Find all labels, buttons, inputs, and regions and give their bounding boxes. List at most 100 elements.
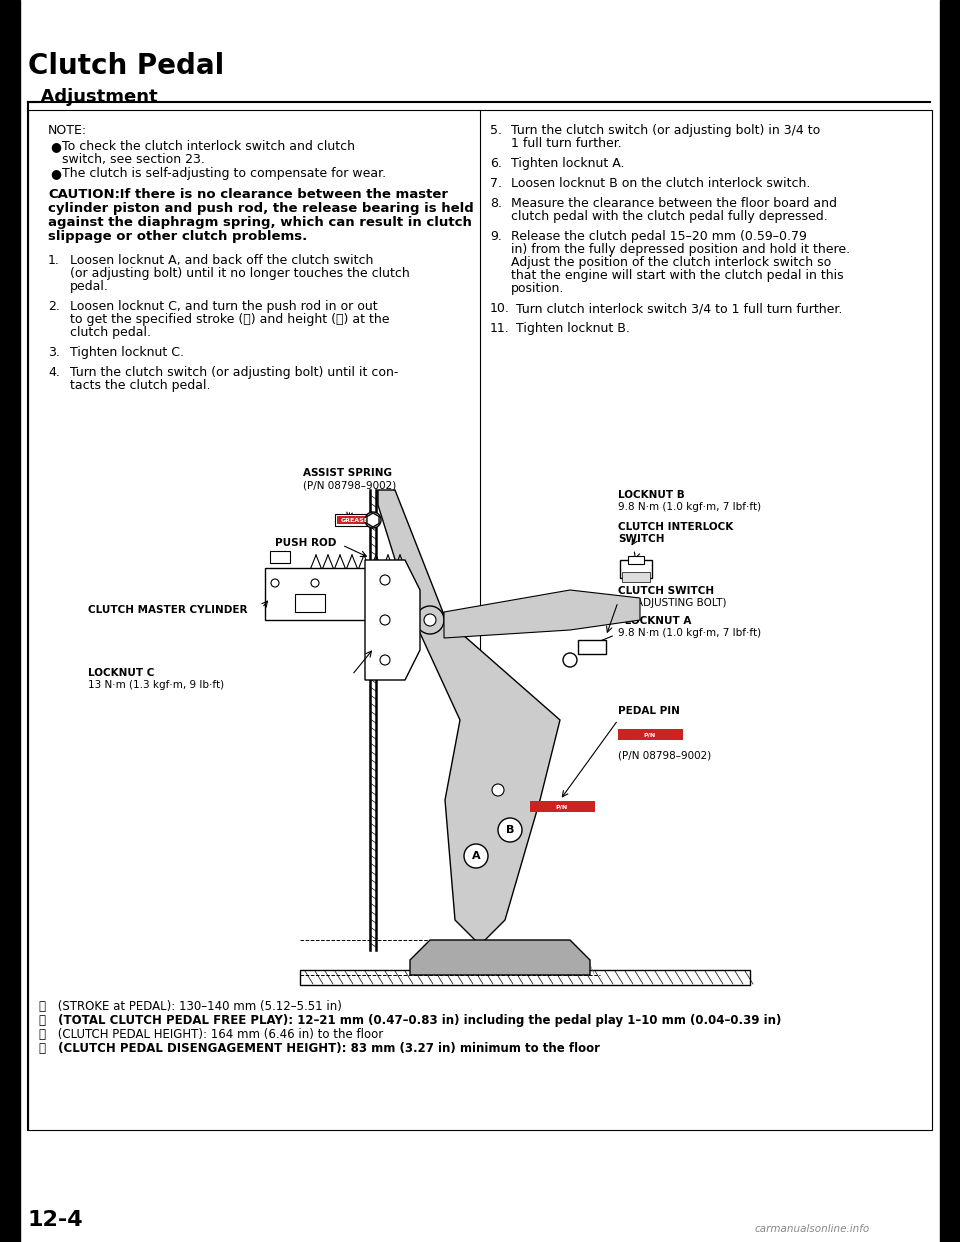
Text: Tighten locknut A.: Tighten locknut A. bbox=[511, 156, 625, 170]
Circle shape bbox=[492, 784, 504, 796]
Text: CLUTCH MASTER CYLINDER: CLUTCH MASTER CYLINDER bbox=[88, 605, 248, 615]
Text: 5.: 5. bbox=[490, 124, 502, 137]
Text: (STROKE at PEDAL): 130–140 mm (5.12–5.51 in): (STROKE at PEDAL): 130–140 mm (5.12–5.51… bbox=[54, 1000, 342, 1013]
Text: GREASE: GREASE bbox=[341, 518, 369, 523]
Bar bbox=[622, 573, 650, 582]
Text: Loosen locknut C, and turn the push rod in or out: Loosen locknut C, and turn the push rod … bbox=[70, 301, 377, 313]
Text: 11.: 11. bbox=[490, 322, 510, 335]
Text: (or adjusting bolt) until it no longer touches the clutch: (or adjusting bolt) until it no longer t… bbox=[70, 267, 410, 279]
Text: LOCKNUT C: LOCKNUT C bbox=[88, 668, 155, 678]
Text: SWITCH: SWITCH bbox=[618, 534, 664, 544]
Circle shape bbox=[365, 512, 381, 528]
Bar bbox=[618, 729, 683, 740]
Circle shape bbox=[498, 818, 522, 842]
Text: Loosen locknut B on the clutch interlock switch.: Loosen locknut B on the clutch interlock… bbox=[511, 178, 810, 190]
Text: Ⓐ: Ⓐ bbox=[38, 1000, 45, 1013]
Text: 1.: 1. bbox=[48, 255, 60, 267]
Text: 1 full turn further.: 1 full turn further. bbox=[511, 137, 622, 150]
Text: Ⓒ: Ⓒ bbox=[38, 1028, 45, 1041]
Text: pedal.: pedal. bbox=[70, 279, 108, 293]
Bar bbox=[337, 515, 373, 524]
Text: switch, see section 23.: switch, see section 23. bbox=[62, 153, 204, 166]
Text: Turn the clutch switch (or adjusting bolt) in 3/4 to: Turn the clutch switch (or adjusting bol… bbox=[511, 124, 820, 137]
Text: clutch pedal.: clutch pedal. bbox=[70, 325, 151, 339]
Text: NOTE:: NOTE: bbox=[48, 124, 87, 137]
Bar bbox=[270, 551, 290, 563]
Text: PEDAL PIN: PEDAL PIN bbox=[618, 705, 680, 715]
Text: 6.: 6. bbox=[490, 156, 502, 170]
Text: ASSIST SPRING: ASSIST SPRING bbox=[303, 468, 392, 478]
Circle shape bbox=[311, 579, 319, 587]
Text: that the engine will start with the clutch pedal in this: that the engine will start with the clut… bbox=[511, 270, 844, 282]
Text: 3.: 3. bbox=[48, 347, 60, 359]
Circle shape bbox=[271, 579, 279, 587]
Text: Turn clutch interlock switch 3/4 to 1 full turn further.: Turn clutch interlock switch 3/4 to 1 fu… bbox=[516, 302, 842, 315]
Text: Release the clutch pedal 15–20 mm (0.59–0.79: Release the clutch pedal 15–20 mm (0.59–… bbox=[511, 230, 806, 243]
Polygon shape bbox=[410, 940, 590, 975]
Bar bbox=[300, 970, 750, 985]
Text: 2.: 2. bbox=[48, 301, 60, 313]
Text: against the diaphragm spring, which can result in clutch: against the diaphragm spring, which can … bbox=[48, 216, 472, 229]
Circle shape bbox=[563, 653, 577, 667]
Text: •LOCKNUT A: •LOCKNUT A bbox=[618, 616, 691, 626]
Text: ●: ● bbox=[50, 140, 60, 153]
Text: The clutch is self-adjusting to compensate for wear.: The clutch is self-adjusting to compensa… bbox=[62, 166, 386, 180]
Text: (or ADJUSTING BOLT): (or ADJUSTING BOLT) bbox=[618, 597, 727, 609]
Bar bbox=[578, 640, 606, 655]
Text: CLUTCH INTERLOCK: CLUTCH INTERLOCK bbox=[618, 522, 733, 532]
Text: P/N: P/N bbox=[556, 805, 568, 810]
Text: P/N: P/N bbox=[644, 733, 656, 738]
Text: Ⓑ: Ⓑ bbox=[38, 1013, 45, 1027]
Bar bbox=[620, 560, 652, 578]
Text: position.: position. bbox=[511, 282, 564, 296]
Text: Tighten locknut C.: Tighten locknut C. bbox=[70, 347, 184, 359]
Text: 4.: 4. bbox=[48, 366, 60, 379]
Text: LOCKNUT B: LOCKNUT B bbox=[618, 491, 684, 501]
Text: Measure the clearance between the floor board and: Measure the clearance between the floor … bbox=[511, 197, 837, 210]
Text: in) from the fully depressed position and hold it there.: in) from the fully depressed position an… bbox=[511, 243, 851, 256]
Text: 12-4: 12-4 bbox=[28, 1210, 84, 1230]
Text: Loosen locknut A, and back off the clutch switch: Loosen locknut A, and back off the clutc… bbox=[70, 255, 373, 267]
Text: (CLUTCH PEDAL HEIGHT): 164 mm (6.46 in) to the floor: (CLUTCH PEDAL HEIGHT): 164 mm (6.46 in) … bbox=[54, 1028, 383, 1041]
Text: 9.8 N·m (1.0 kgf·m, 7 lbf·ft): 9.8 N·m (1.0 kgf·m, 7 lbf·ft) bbox=[618, 502, 761, 512]
Text: A: A bbox=[471, 851, 480, 861]
Bar bbox=[530, 801, 595, 812]
Text: ●: ● bbox=[50, 166, 60, 180]
Polygon shape bbox=[365, 560, 420, 681]
Text: CLUTCH SWITCH: CLUTCH SWITCH bbox=[618, 586, 714, 596]
Text: to get the specified stroke (Ⓐ) and height (Ⓒ) at the: to get the specified stroke (Ⓐ) and heig… bbox=[70, 313, 390, 325]
Bar bbox=[28, 111, 932, 1130]
Bar bbox=[628, 556, 644, 564]
Text: If there is no clearance between the master: If there is no clearance between the mas… bbox=[115, 188, 448, 201]
Polygon shape bbox=[378, 491, 560, 945]
Text: Adjustment: Adjustment bbox=[28, 88, 157, 106]
Text: cylinder piston and push rod, the release bearing is held: cylinder piston and push rod, the releas… bbox=[48, 202, 473, 215]
Circle shape bbox=[380, 575, 390, 585]
Text: Adjust the position of the clutch interlock switch so: Adjust the position of the clutch interl… bbox=[511, 256, 831, 270]
Text: PUSH ROD: PUSH ROD bbox=[275, 538, 336, 548]
Text: (CLUTCH PEDAL DISENGAGEMENT HEIGHT): 83 mm (3.27 in) minimum to the floor: (CLUTCH PEDAL DISENGAGEMENT HEIGHT): 83 … bbox=[54, 1042, 600, 1054]
Text: 10.: 10. bbox=[490, 302, 510, 315]
Text: To check the clutch interlock switch and clutch: To check the clutch interlock switch and… bbox=[62, 140, 355, 153]
Bar bbox=[335, 514, 375, 527]
Text: 8.: 8. bbox=[490, 197, 502, 210]
Text: Turn the clutch switch (or adjusting bolt) until it con-: Turn the clutch switch (or adjusting bol… bbox=[70, 366, 398, 379]
Text: 13 N·m (1.3 kgf·m, 9 lb·ft): 13 N·m (1.3 kgf·m, 9 lb·ft) bbox=[88, 681, 224, 691]
Bar bbox=[295, 594, 325, 612]
Polygon shape bbox=[367, 513, 379, 527]
Text: Clutch Pedal: Clutch Pedal bbox=[28, 52, 225, 79]
Text: 7.: 7. bbox=[490, 178, 502, 190]
Text: Tighten locknut B.: Tighten locknut B. bbox=[516, 322, 630, 335]
Bar bbox=[940, 0, 960, 1242]
Text: B: B bbox=[506, 825, 515, 835]
Text: CAUTION:: CAUTION: bbox=[48, 188, 120, 201]
Text: tacts the clutch pedal.: tacts the clutch pedal. bbox=[70, 379, 210, 392]
Bar bbox=[0, 0, 20, 1242]
Text: (P/N 08798–9002): (P/N 08798–9002) bbox=[303, 479, 396, 491]
Text: slippage or other clutch problems.: slippage or other clutch problems. bbox=[48, 230, 307, 243]
Text: 9.8 N·m (1.0 kgf·m, 7 lbf·ft): 9.8 N·m (1.0 kgf·m, 7 lbf·ft) bbox=[618, 628, 761, 638]
Text: (TOTAL CLUTCH PEDAL FREE PLAY): 12–21 mm (0.47–0.83 in) including the pedal play: (TOTAL CLUTCH PEDAL FREE PLAY): 12–21 mm… bbox=[54, 1013, 781, 1027]
Circle shape bbox=[464, 845, 488, 868]
Text: clutch pedal with the clutch pedal fully depressed.: clutch pedal with the clutch pedal fully… bbox=[511, 210, 828, 224]
Text: 9.: 9. bbox=[490, 230, 502, 243]
